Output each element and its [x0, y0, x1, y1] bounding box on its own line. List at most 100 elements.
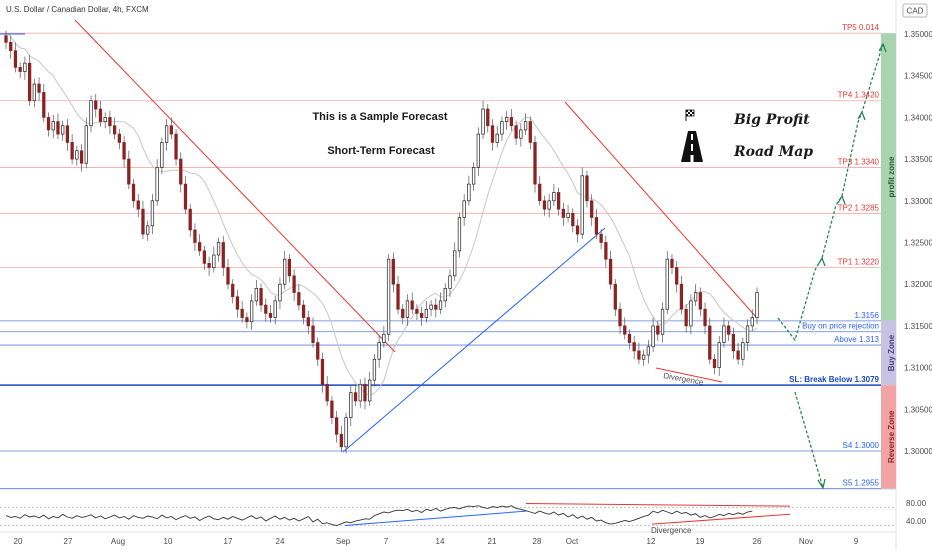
candle[interactable] [689, 300, 693, 327]
candle[interactable] [221, 242, 225, 268]
candle[interactable] [608, 258, 613, 285]
candle[interactable] [316, 342, 320, 360]
candle[interactable] [254, 288, 258, 302]
candle[interactable] [533, 142, 537, 185]
candle[interactable] [693, 292, 698, 302]
candle[interactable] [264, 304, 268, 314]
candle[interactable] [547, 200, 551, 210]
currency-badge[interactable] [902, 3, 928, 18]
candle[interactable] [61, 125, 65, 135]
candle[interactable] [226, 267, 230, 285]
candle[interactable] [84, 125, 88, 164]
candle[interactable] [424, 308, 429, 318]
candle[interactable] [623, 325, 627, 335]
candle[interactable] [70, 142, 74, 160]
candle[interactable] [103, 117, 107, 122]
candle[interactable] [240, 308, 244, 318]
candle[interactable] [505, 117, 509, 122]
candle[interactable] [287, 258, 292, 277]
candle[interactable] [727, 325, 731, 335]
candle[interactable] [708, 325, 712, 360]
candle[interactable] [637, 350, 641, 360]
candle[interactable] [292, 275, 296, 293]
candle[interactable] [561, 208, 565, 218]
candle[interactable] [169, 125, 173, 135]
candle[interactable] [604, 242, 608, 260]
candle[interactable] [9, 41, 13, 52]
candle[interactable] [358, 383, 362, 402]
candle[interactable] [599, 233, 603, 243]
candle[interactable] [160, 142, 164, 168]
candle[interactable] [164, 125, 169, 143]
candle[interactable] [37, 83, 41, 93]
candle[interactable] [585, 175, 589, 202]
candle[interactable] [741, 342, 745, 360]
candle[interactable] [656, 325, 660, 335]
candle[interactable] [249, 300, 254, 323]
candle[interactable] [755, 292, 759, 318]
candle[interactable] [207, 263, 211, 268]
candle[interactable] [684, 308, 688, 327]
candle[interactable] [150, 200, 155, 227]
candle[interactable] [46, 117, 51, 131]
candle[interactable] [443, 288, 447, 302]
candle[interactable] [75, 150, 79, 160]
candle[interactable] [675, 267, 679, 285]
candle[interactable] [320, 358, 325, 385]
candle[interactable] [353, 392, 358, 402]
candle[interactable] [98, 108, 103, 122]
candle[interactable] [268, 313, 273, 318]
candle[interactable] [245, 317, 249, 323]
candle[interactable] [476, 133, 480, 168]
candle[interactable] [344, 417, 348, 448]
candle[interactable] [396, 283, 400, 310]
candle[interactable] [590, 200, 594, 218]
candle[interactable] [405, 300, 410, 318]
candle[interactable] [642, 354, 646, 360]
candle[interactable] [23, 62, 27, 72]
candle[interactable] [717, 342, 721, 368]
candle[interactable] [462, 200, 466, 218]
candle[interactable] [519, 129, 523, 139]
candle[interactable] [556, 192, 561, 210]
candle[interactable] [27, 62, 32, 102]
candle[interactable] [552, 192, 556, 202]
candle[interactable] [13, 50, 18, 68]
candle[interactable] [198, 242, 202, 252]
candle[interactable] [646, 346, 651, 356]
candle[interactable] [410, 300, 414, 310]
candle[interactable] [665, 258, 669, 310]
candle[interactable] [523, 121, 528, 131]
candle[interactable] [32, 83, 36, 102]
candle[interactable] [231, 283, 235, 298]
candle[interactable] [174, 133, 178, 160]
candle[interactable] [94, 100, 98, 110]
candle[interactable] [434, 304, 438, 310]
candle[interactable] [703, 308, 707, 327]
candle[interactable] [528, 121, 532, 143]
candle[interactable] [146, 225, 150, 235]
candle[interactable] [745, 325, 750, 343]
candle[interactable] [486, 108, 490, 127]
candle[interactable] [660, 308, 665, 335]
candle[interactable] [632, 342, 636, 352]
candle[interactable] [722, 325, 726, 343]
candle[interactable] [481, 108, 485, 135]
candle[interactable] [51, 121, 55, 131]
candle[interactable] [283, 258, 287, 285]
candle[interactable] [415, 308, 419, 314]
candle[interactable] [542, 200, 547, 210]
candle[interactable] [122, 142, 126, 160]
candle[interactable] [566, 212, 570, 218]
candle[interactable] [386, 258, 391, 335]
candle[interactable] [112, 125, 117, 135]
candle[interactable] [202, 250, 207, 264]
candle[interactable] [538, 183, 542, 202]
candle[interactable] [278, 283, 282, 302]
candle[interactable] [670, 258, 674, 268]
candle[interactable] [193, 229, 197, 243]
candle[interactable] [141, 208, 145, 235]
candle[interactable] [618, 308, 622, 327]
candle[interactable] [4, 35, 8, 43]
